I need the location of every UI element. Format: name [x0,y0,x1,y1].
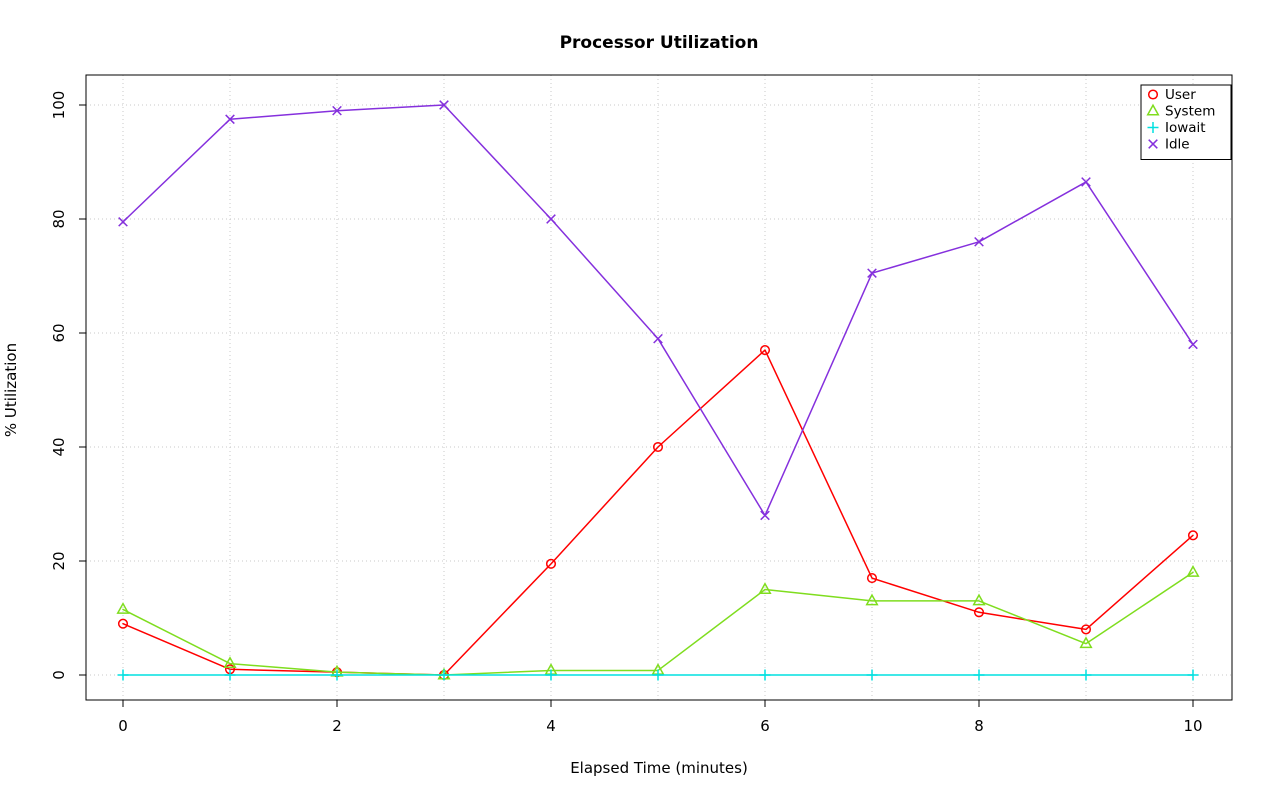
marker-system [972,593,986,606]
marker-idle [225,114,235,125]
marker-user [117,618,129,629]
marker-idle [1081,177,1091,187]
series-line-idle [122,104,1194,517]
y-tick-label: 60 [50,323,68,342]
y-tick-label: 40 [50,437,68,456]
marker-system [1186,565,1200,577]
y-tick-label: 0 [50,670,68,680]
chart-title: Processor Utilization [560,33,759,53]
x-tick-label: 10 [1183,717,1202,735]
marker-system [1079,636,1093,649]
x-axis-label: Elapsed Time (minutes) [570,759,748,777]
plot-border [85,74,1233,701]
legend-label-system: System [1165,104,1215,120]
marker-idle [974,236,984,247]
series-line-user [122,349,1194,676]
marker-idle [867,268,877,278]
legend-label-iowait: Iowait [1165,120,1206,136]
marker-user [866,573,878,584]
marker-user [545,558,557,569]
x-tick-label: 4 [546,717,556,735]
x-tick-label: 0 [118,717,128,735]
marker-user [1080,624,1092,635]
marker-idle [439,100,449,110]
legend-label-idle: Idle [1165,137,1190,153]
marker-idle [1188,339,1198,350]
legend-marker-idle [1148,139,1158,149]
marker-idle [118,217,128,227]
marker-idle [760,510,770,521]
legend-label-user: User [1165,87,1196,103]
marker-system [758,582,772,594]
marker-user [973,607,985,618]
series-idle [118,100,1198,521]
y-tick-label: 100 [50,91,68,120]
x-tick-label: 8 [974,717,984,735]
y-axis-label: % Utilization [2,343,20,437]
marker-system [865,593,879,606]
marker-idle [653,333,663,344]
marker-user [652,441,664,453]
grid [86,75,1232,700]
marker-idle [546,214,556,224]
x-tick-label: 6 [760,717,770,735]
legend-marker-user [1147,89,1159,100]
y-tick-label: 20 [50,551,68,570]
x-tick-label: 2 [332,717,342,735]
y-axis: 0 20 40 60 80 100 [50,91,86,680]
series-iowait [117,669,1199,681]
marker-user [1187,530,1199,541]
legend-marker-system [1146,103,1160,116]
marker-system [116,602,130,614]
marker-user [759,345,771,356]
y-tick-label: 80 [50,209,68,228]
marker-idle [332,105,342,116]
marker-system [223,656,237,669]
x-axis: 0 2 4 6 8 10 [118,700,1203,735]
